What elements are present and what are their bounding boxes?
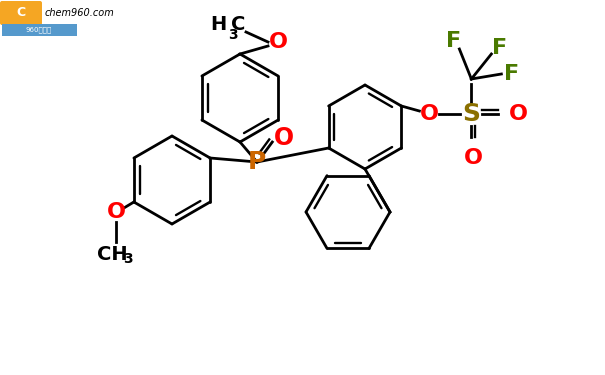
Text: C: C (16, 6, 25, 20)
Text: O: O (269, 32, 287, 52)
Text: O: O (509, 104, 528, 124)
Text: H: H (210, 15, 226, 33)
Text: O: O (274, 126, 295, 150)
Text: P: P (248, 150, 266, 174)
FancyBboxPatch shape (2, 24, 77, 36)
Text: O: O (420, 104, 439, 124)
Text: 3: 3 (228, 28, 238, 42)
Text: chem960.com: chem960.com (45, 8, 115, 18)
Text: F: F (504, 64, 519, 84)
Text: CH: CH (97, 244, 127, 264)
Text: O: O (106, 202, 125, 222)
Text: 3: 3 (123, 252, 132, 266)
Text: C: C (231, 15, 245, 33)
Text: F: F (446, 31, 461, 51)
Text: 960化工网: 960化工网 (26, 27, 52, 33)
Text: O: O (464, 148, 483, 168)
Text: F: F (492, 38, 507, 58)
FancyBboxPatch shape (0, 1, 42, 25)
Text: S: S (462, 102, 480, 126)
